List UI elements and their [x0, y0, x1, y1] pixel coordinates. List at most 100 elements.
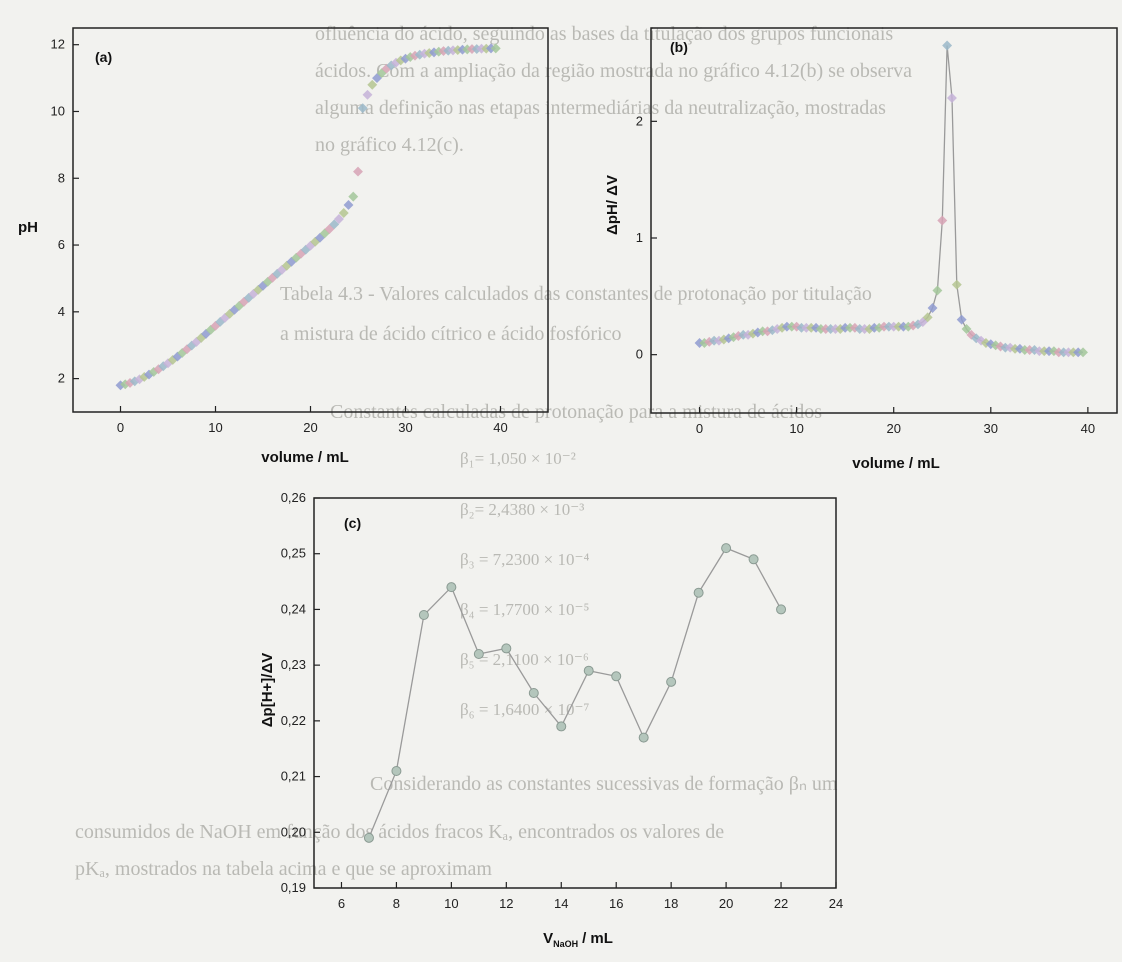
y-tick-label: 0,21 [281, 769, 306, 784]
data-point [363, 832, 374, 843]
series-line [699, 45, 1083, 353]
y-tick-label: 0,25 [281, 546, 306, 561]
x-tick-label: 30 [984, 421, 998, 436]
x-tick-label: 0 [696, 421, 703, 436]
panel-label-b: (b) [670, 39, 688, 55]
y-tick-label: 0,20 [281, 824, 306, 839]
x-tick-label: 10 [208, 420, 222, 435]
data-point [927, 303, 938, 313]
data-point [1078, 347, 1088, 358]
panel-label-c: (c) [344, 515, 361, 531]
data-series-c [363, 543, 787, 843]
x-tick-label: 16 [609, 896, 623, 911]
background-text-line: ácidos. Com a ampliação da região mostra… [315, 60, 912, 82]
background-text-line: ofluência do ácido, seguindo as bases da… [315, 23, 893, 45]
y-tick-label: 12 [51, 37, 65, 52]
x-tick-label: 0 [117, 420, 124, 435]
x-axis-title-a: volume / mL [261, 449, 349, 466]
x-tick-label: 18 [664, 896, 678, 911]
tick-group-c: 6 8 10 12 14 16 18 20 22 24 0,19 0,20 0,21 0,22 0,23 0,… [281, 490, 844, 911]
chart-panel-a: 0 10 20 30 40 2 4 6 8 10 12 (a) volume / mL pH [18, 27, 549, 466]
background-text-line: β₂= 2,4380 × 10⁻³ [460, 500, 584, 519]
data-point [947, 93, 957, 103]
data-series-a [115, 43, 501, 391]
background-text-line: pKₐ, mostrados na tabela acima e que se … [75, 858, 492, 880]
y-axis-title-c: Δp[H+]/ΔV [259, 653, 276, 727]
x-tick-label: 20 [303, 420, 317, 435]
x-axis-title-c: VNaOH / mL [543, 930, 613, 949]
x-tick-label: 8 [393, 896, 400, 911]
x-axis-title-c-subscript: NaOH [553, 939, 578, 949]
x-tick-label: 6 [338, 896, 345, 911]
y-tick-label: 2 [58, 371, 65, 386]
background-text-line: no gráfico 4.12(c). [315, 134, 464, 156]
x-axis-title-c-main: V [543, 930, 553, 947]
background-text-line: β₆ = 1,6400 × 10⁻⁷ [460, 700, 589, 719]
data-point [951, 279, 962, 290]
data-point [501, 643, 512, 654]
data-point [748, 554, 759, 565]
data-point [666, 676, 677, 687]
x-tick-label: 24 [829, 896, 843, 911]
x-tick-label: 14 [554, 896, 568, 911]
background-text-line: a mistura de ácido cítrico e ácido fosfó… [280, 323, 622, 345]
y-tick-label: 0,24 [281, 601, 306, 616]
y-tick-label: 4 [58, 304, 65, 319]
y-tick-label: 10 [51, 103, 65, 118]
y-axis-title-b: ΔpH/ ΔV [604, 175, 621, 235]
tick-group-a: 0 10 20 30 40 2 4 6 8 10 12 [51, 37, 508, 435]
background-text-line: Constantes calculadas de protonação para… [330, 401, 822, 423]
y-tick-label: 0 [636, 347, 643, 362]
data-point [922, 312, 933, 323]
x-tick-label: 12 [499, 896, 513, 911]
x-tick-label: 10 [444, 896, 458, 911]
background-text-line: β₄ = 1,7700 × 10⁻⁵ [460, 600, 589, 619]
y-tick-label: 8 [58, 170, 65, 185]
data-point [721, 543, 732, 554]
data-point [942, 40, 953, 51]
background-document-text: ofluência do ácido, seguindo as bases da… [75, 23, 912, 880]
x-tick-label: 40 [1081, 421, 1095, 436]
y-tick-label: 6 [58, 237, 65, 252]
x-tick-label: 22 [774, 896, 788, 911]
data-point [446, 582, 457, 593]
plot-frame-a [72, 27, 549, 413]
x-tick-label: 20 [886, 421, 900, 436]
x-tick-label: 30 [398, 420, 412, 435]
x-tick-label: 20 [719, 896, 733, 911]
data-series-b [694, 40, 1088, 358]
data-point [956, 314, 967, 325]
background-text-line: Tabela 4.3 - Valores calculados das cons… [280, 283, 872, 305]
background-text-line: β₁= 1,050 × 10⁻² [460, 449, 576, 468]
panel-label-a: (a) [95, 49, 112, 65]
data-point [343, 200, 354, 210]
data-point [338, 208, 349, 218]
y-tick-label: 0,23 [281, 657, 306, 672]
plot-frame-c [313, 497, 837, 889]
tick-group-b: 0 10 20 30 40 0 1 2 [636, 113, 1095, 436]
data-point [473, 649, 484, 659]
data-point [418, 610, 429, 620]
data-point [937, 215, 948, 226]
chart-panel-c: 6 8 10 12 14 16 18 20 22 24 0,19 0,20 0,21 0,22 0,23 0,… [259, 490, 843, 949]
x-tick-label: 10 [789, 421, 803, 436]
data-point [334, 214, 344, 224]
data-point [556, 721, 567, 732]
chart-panel-b: 0 10 20 30 40 0 1 2 (b) volume / mL ΔpH/ ΔV [604, 27, 1118, 472]
series-line [368, 547, 782, 839]
background-text-line: β₅ = 2,1100 × 10⁻⁶ [460, 650, 589, 669]
y-tick-label: 0,26 [281, 490, 306, 505]
background-text-line: β₃ = 7,2300 × 10⁻⁴ [460, 550, 589, 569]
data-point [693, 587, 704, 598]
data-point [776, 604, 787, 615]
x-tick-label: 40 [493, 420, 507, 435]
data-point [528, 688, 539, 698]
x-axis-title-b: volume / mL [852, 455, 940, 472]
data-point [348, 191, 359, 202]
data-point [353, 166, 363, 177]
data-point [932, 285, 943, 296]
y-tick-label: 2 [636, 113, 643, 128]
y-tick-label: 1 [636, 230, 643, 245]
y-axis-title-a: pH [18, 219, 38, 236]
